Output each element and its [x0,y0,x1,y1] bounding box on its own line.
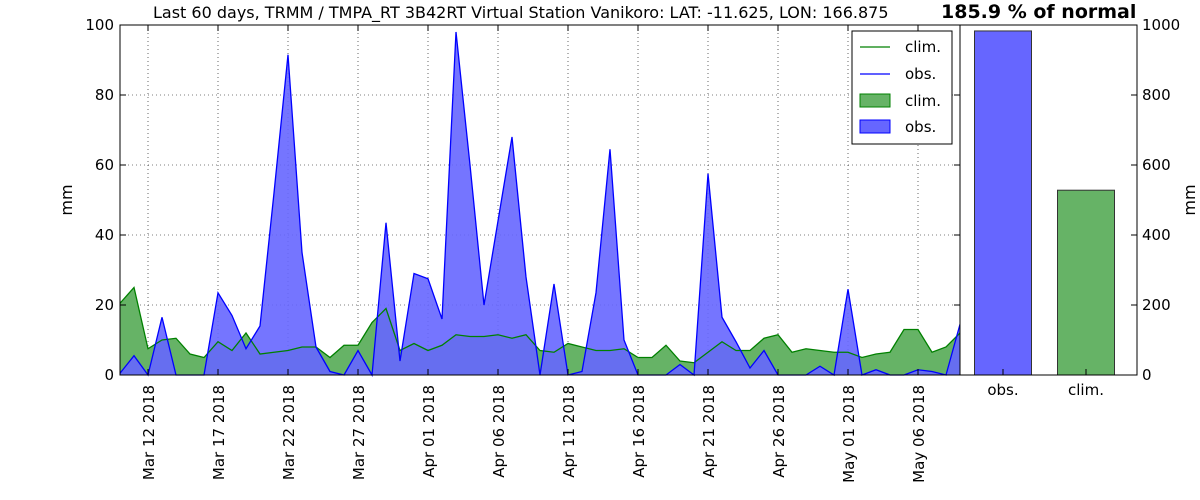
bar-y-tick-label: 0 [1142,366,1152,384]
x-tick-label: Apr 26 2018 [770,385,788,478]
totals-bar-plot: 0 200 400 600 800 1000 obs. clim. mm [959,16,1199,399]
bar-x-axis-ticks: obs. clim. [987,369,1104,399]
bar-y-tick-label: 400 [1142,226,1171,244]
y-tick-label: 80 [95,86,114,104]
percent-of-normal: 185.9 % of normal [941,1,1136,23]
x-tick-label: May 01 2018 [840,385,858,483]
clim-series-line [119,286,961,364]
bar-plot-frame [959,24,1138,376]
y-axis-ticks: 0 20 40 60 80 100 [85,16,960,384]
legend-swatch-obs-patch [859,119,891,134]
legend-label-obs-line: obs. [905,65,936,83]
area-plot: 0 20 40 60 80 100 Mar 12 2018 Mar 17 2018 Mar 2… [57,16,961,483]
bar-obs [974,30,1032,376]
x-tick-label: Mar 22 2018 [280,385,298,480]
area-plot-background [120,25,960,375]
bar-y-tick-label: 200 [1142,296,1171,314]
clim-area-fill [120,287,960,375]
x-tick-label: Apr 06 2018 [490,385,508,478]
chart-title: Last 60 days, TRMM / TMPA_RT 3B42RT Virt… [153,3,889,23]
x-tick-label: Apr 21 2018 [700,385,718,478]
legend-swatch-clim-patch [859,93,891,108]
bar-y-axis-label: mm [1180,184,1199,215]
bar-y-tick-label: 600 [1142,156,1171,174]
x-tick-label: Mar 17 2018 [210,385,228,480]
bar-x-tick-label: obs. [987,381,1018,399]
x-tick-label: Apr 01 2018 [420,385,438,478]
x-axis-ticks: Mar 12 2018 Mar 17 2018 Mar 22 2018 Mar 27 … [140,25,928,483]
grid-lines [120,25,960,375]
legend-label-clim-line: clim. [905,38,941,56]
y-tick-label: 20 [95,296,114,314]
bar-y-tick-label: 1000 [1142,16,1180,34]
obs-area-fill [120,32,960,375]
x-tick-label: Mar 12 2018 [140,385,158,480]
legend: clim. obs. clim. obs. [851,30,953,145]
y-tick-label: 100 [85,16,114,34]
x-tick-label: May 06 2018 [910,385,928,483]
x-tick-label: Mar 27 2018 [350,385,368,480]
x-tick-label: Apr 11 2018 [560,385,578,478]
y-axis-label: mm [57,184,76,215]
bar-y-axis-ticks: 0 200 400 600 800 1000 [1131,16,1180,384]
y-tick-label: 60 [95,156,114,174]
legend-label-clim-patch: clim. [905,92,941,110]
legend-label-obs-patch: obs. [905,118,936,136]
bar-x-tick-label: clim. [1068,381,1104,399]
x-tick-label: Apr 16 2018 [630,385,648,478]
y-tick-label: 0 [104,366,114,384]
bar-y-tick-label: 800 [1142,86,1171,104]
y-tick-label: 40 [95,226,114,244]
bar-clim [1057,189,1115,376]
